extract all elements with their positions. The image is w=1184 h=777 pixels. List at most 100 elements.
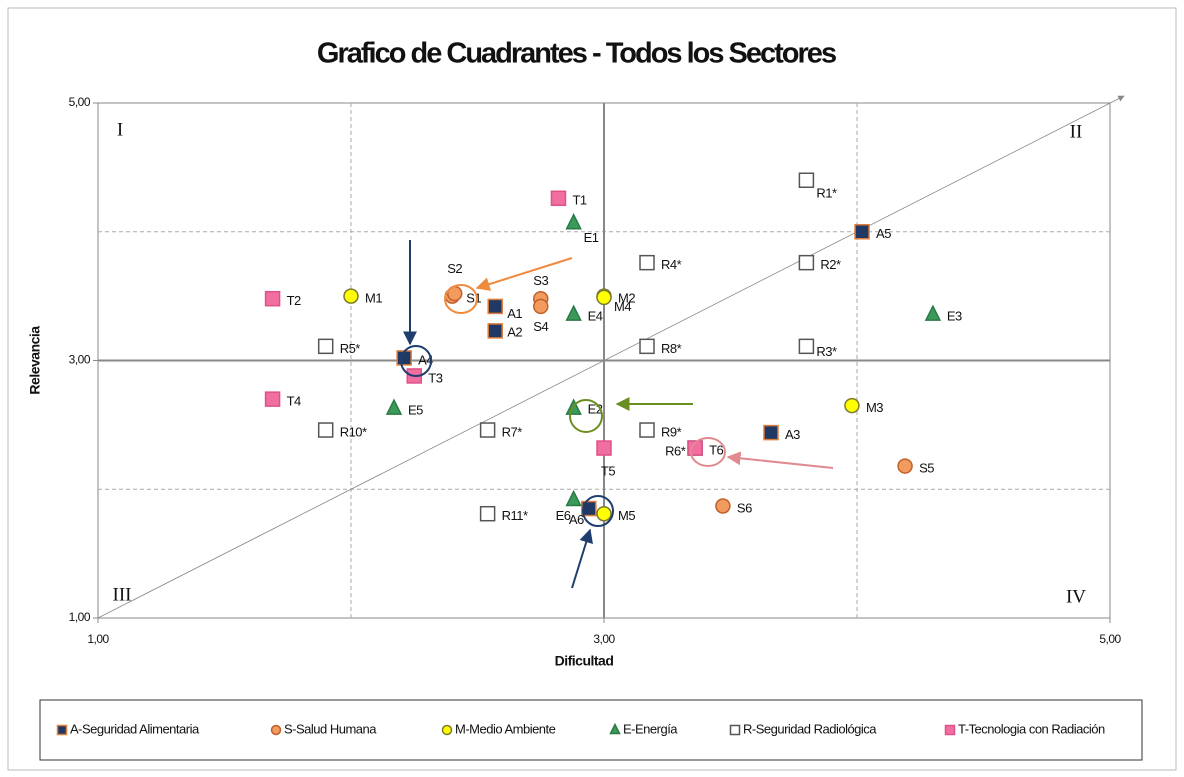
- plot: 1,00 3,00 5,00 1,00 3,00 5,00 Dificultad Releva…: [27, 95, 1125, 669]
- point: [798, 172, 815, 188]
- point-label: T3: [428, 370, 442, 385]
- point: [487, 323, 503, 339]
- point: [56, 724, 68, 736]
- point: [763, 424, 779, 441]
- point-label: M4: [614, 299, 631, 314]
- point: [639, 254, 655, 271]
- point-label: T2: [287, 293, 301, 308]
- quadrant-label: II: [1070, 121, 1083, 142]
- point-label: R6*: [665, 443, 686, 458]
- point: [924, 304, 942, 321]
- point-label: T5: [601, 463, 615, 478]
- point-label: T6: [709, 442, 723, 457]
- chart-title: Grafico de Cuadrantes - Todos los Sector…: [317, 38, 836, 70]
- legend-label: S-Salud Humana: [284, 721, 377, 736]
- point-label: R5*: [340, 341, 361, 356]
- arrow: [726, 451, 834, 469]
- point-label: M5: [618, 508, 635, 523]
- point: [897, 458, 913, 474]
- quadrant-label: I: [117, 119, 123, 140]
- point-label: A3: [785, 427, 800, 442]
- point: [385, 398, 403, 415]
- point-label: E4: [588, 309, 603, 324]
- x-tick-label: 5,00: [1099, 632, 1121, 646]
- point: [639, 422, 655, 438]
- highlight: [400, 345, 432, 377]
- point: [798, 338, 815, 355]
- point-label: R11*: [502, 508, 528, 523]
- diagonal: [97, 95, 1125, 619]
- point-label: A6: [569, 512, 584, 527]
- point-label: S5: [919, 461, 934, 476]
- highlight: [444, 284, 478, 314]
- point-label: S3: [533, 273, 548, 288]
- point-label: S1: [466, 291, 481, 306]
- point: [944, 724, 956, 736]
- x-tick-label: 3,00: [593, 632, 615, 646]
- point: [609, 722, 621, 735]
- point: [596, 289, 612, 306]
- point-label: T4: [287, 394, 301, 409]
- point-label: M3: [866, 400, 883, 415]
- point: [729, 724, 741, 736]
- x-tick-label: 1,00: [87, 632, 109, 646]
- legend-label: T-Tecnologia con Radiación: [958, 721, 1105, 736]
- highlight: [569, 399, 603, 433]
- annotations: [400, 240, 834, 589]
- point-label: E5: [408, 403, 423, 418]
- point-label: E2: [588, 402, 603, 417]
- quadrant-label: III: [113, 584, 132, 605]
- point-label: S6: [737, 500, 752, 515]
- point: [343, 288, 359, 304]
- legend-label: M-Medio Ambiente: [455, 721, 556, 736]
- point: [596, 505, 612, 522]
- point: [798, 254, 815, 271]
- point-label: M1: [365, 291, 382, 306]
- point-label: R4*: [661, 257, 682, 272]
- point-label: E1: [584, 230, 599, 245]
- point: [270, 724, 282, 736]
- point: [565, 304, 582, 321]
- point: [479, 505, 496, 522]
- y-axis-title: Relevancia: [27, 326, 43, 395]
- point-label: M2: [618, 291, 635, 306]
- highlight: [582, 495, 614, 527]
- legend-label: E-Energía: [623, 721, 678, 736]
- point: [565, 489, 582, 507]
- point-label: A5: [876, 226, 891, 241]
- point: [844, 397, 860, 414]
- point: [596, 440, 612, 456]
- y-tick-label: 1,00: [69, 610, 91, 624]
- point-label: E6: [556, 508, 571, 523]
- point-label: R1*: [816, 186, 837, 201]
- legend-label: R-Seguridad Radiológica: [743, 721, 877, 736]
- y-tick-label: 5,00: [69, 95, 91, 109]
- point-label: A2: [507, 324, 522, 339]
- y-tick-label: 3,00: [69, 353, 91, 367]
- point-label: T1: [572, 193, 586, 208]
- point-label: R8*: [661, 341, 682, 356]
- legend-box: [39, 699, 1143, 761]
- point-label: R10*: [340, 424, 367, 439]
- arrow: [571, 528, 593, 589]
- point: [441, 724, 453, 736]
- legend: A-Seguridad Alimentaria S-Salud Humana M-M…: [56, 721, 1105, 736]
- point: [264, 391, 281, 407]
- point: [715, 498, 731, 514]
- point-label: S2: [447, 261, 462, 276]
- point-label: E3: [947, 309, 962, 324]
- point: [639, 338, 655, 355]
- point: [479, 422, 496, 438]
- x-axis-title: Dificultad: [555, 653, 614, 669]
- legend-label: A-Seguridad Alimentaria: [70, 721, 200, 736]
- point-label: R2*: [820, 257, 841, 272]
- point-label: S4: [533, 319, 548, 334]
- point: [533, 298, 549, 315]
- quadrant-label: IV: [1066, 586, 1086, 607]
- point: [487, 298, 503, 315]
- point: [565, 213, 582, 230]
- point: [317, 338, 334, 355]
- point-label: R7*: [502, 424, 523, 439]
- point: [854, 224, 870, 240]
